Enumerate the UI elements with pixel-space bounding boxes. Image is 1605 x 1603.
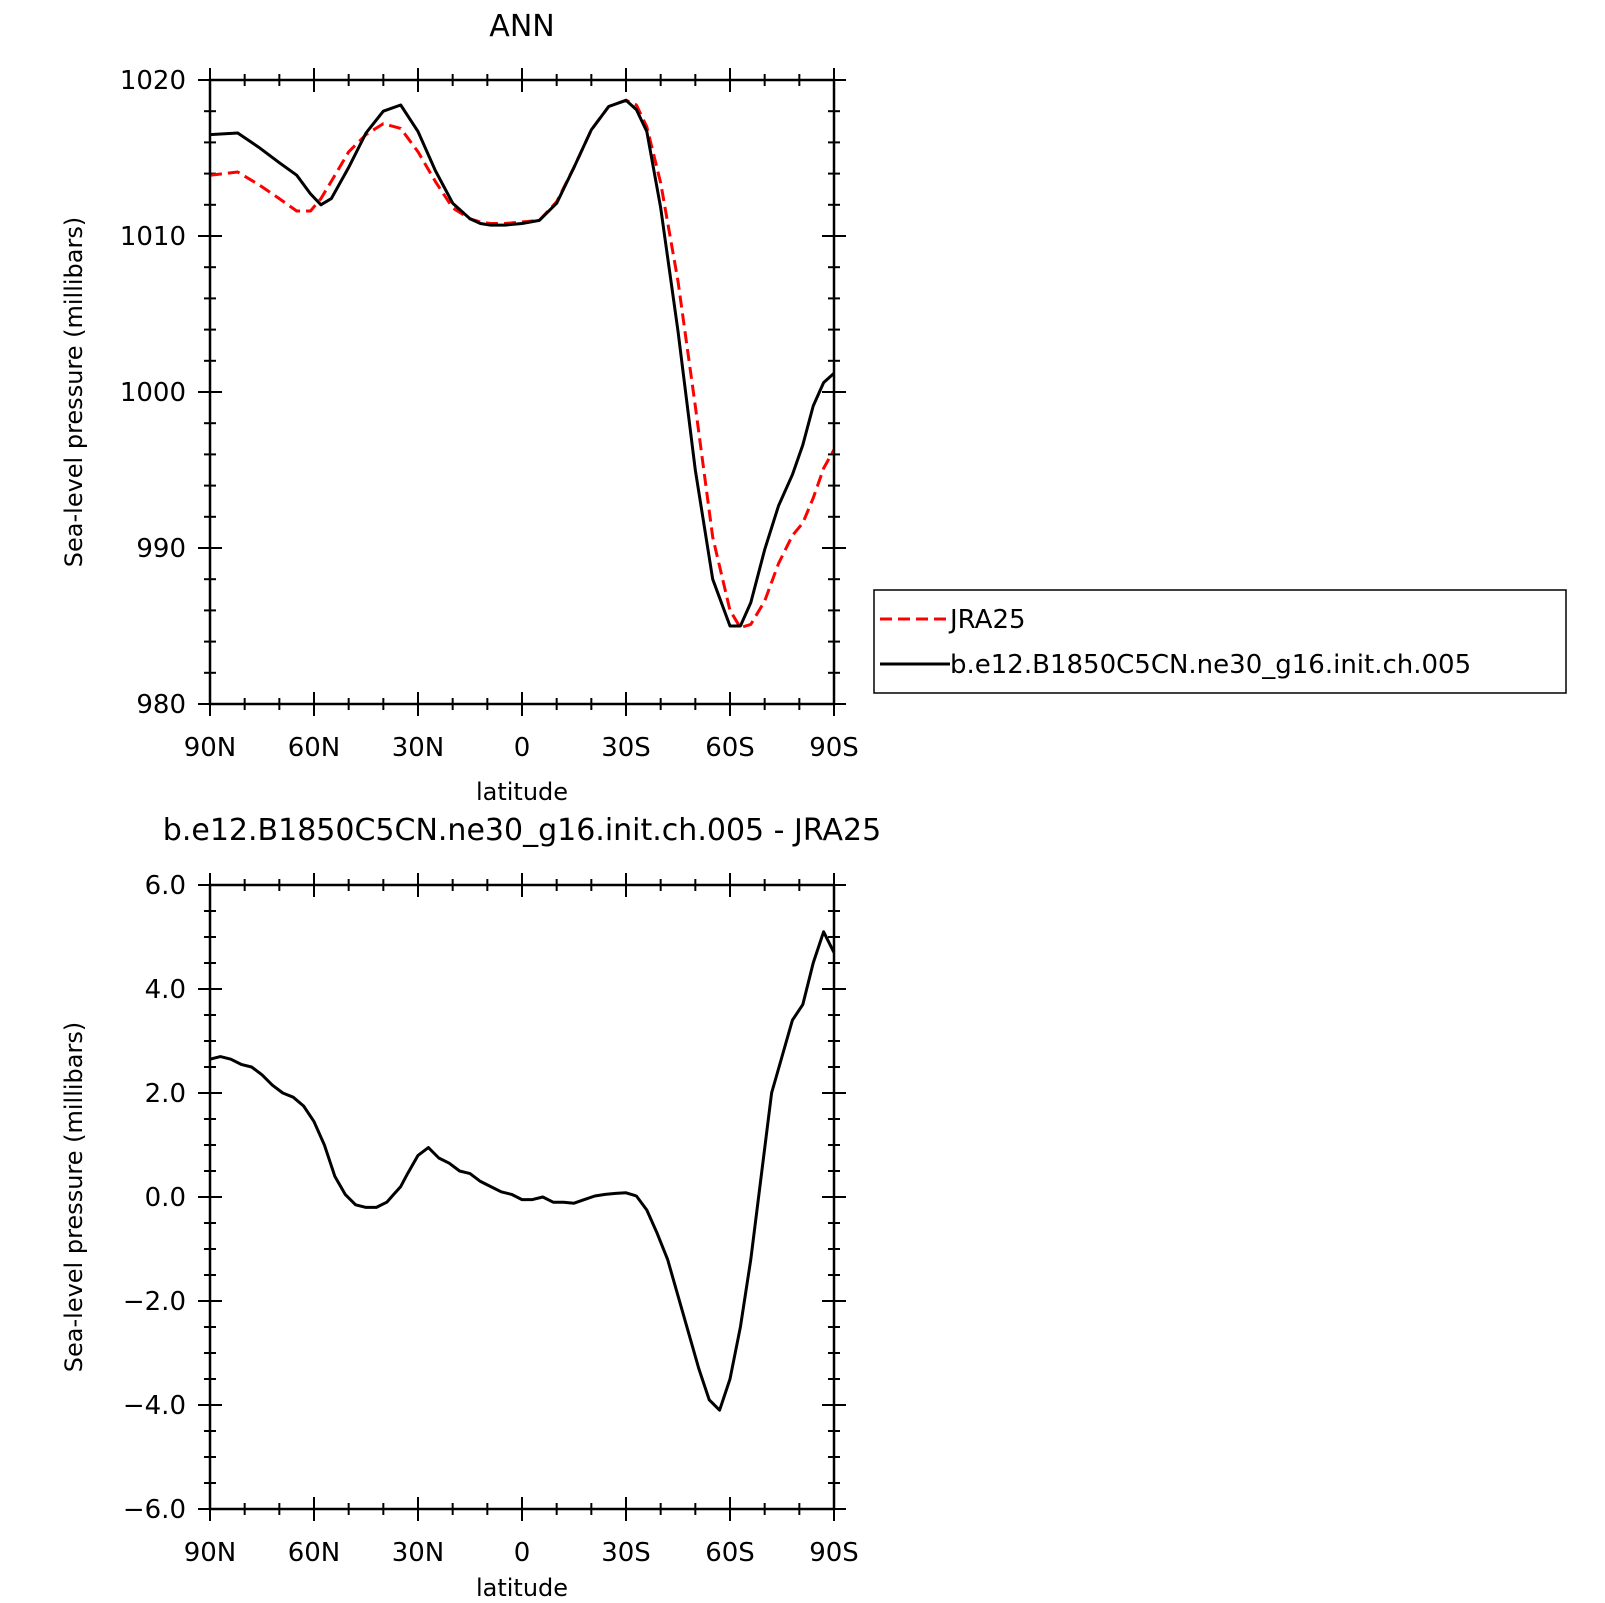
x-tick-label: 90S	[809, 733, 859, 763]
bottom-series-line-0	[209, 930, 836, 1412]
top-series-line-0	[209, 98, 836, 630]
x-tick-label: 90S	[809, 1538, 859, 1568]
bottom-y-tick-labels: −6.0 −4.0 −2.0 0.0 2.0 4.0 6.0	[123, 871, 186, 1525]
x-tick-label: 60S	[705, 1538, 755, 1568]
top-x-axis-title: latitude	[476, 778, 568, 806]
x-tick-label: 30N	[392, 733, 445, 763]
top-y-tick-labels: 980 990 1000 1010 1020	[120, 66, 186, 720]
y-tick-label: −4.0	[123, 1391, 186, 1421]
y-tick-label: −6.0	[123, 1495, 186, 1525]
y-tick-label: 1000	[120, 378, 186, 408]
top-chart-title: ANN	[489, 9, 554, 44]
x-tick-label: 30S	[601, 733, 651, 763]
x-tick-label: 90N	[184, 733, 237, 763]
bottom-y-axis-title: Sea-level pressure (millibars)	[60, 1022, 88, 1372]
bottom-x-axis-title: latitude	[476, 1574, 568, 1602]
y-tick-label: 0.0	[145, 1183, 186, 1213]
x-tick-label: 60S	[705, 733, 755, 763]
bottom-plot-frame	[208, 883, 836, 1511]
x-tick-label: 30N	[392, 1538, 445, 1568]
x-tick-label: 60N	[288, 733, 341, 763]
bottom-x-tick-labels: 90N 60N 30N 0 30S 60S 90S	[184, 1538, 859, 1568]
y-tick-label: 980	[136, 690, 186, 720]
x-tick-label: 0	[514, 1538, 531, 1568]
x-tick-label: 60N	[288, 1538, 341, 1568]
top-axis-ticks	[198, 68, 846, 716]
bottom-axis-ticks	[198, 873, 846, 1521]
top-series-group	[209, 98, 836, 630]
top-x-tick-labels: 90N 60N 30N 0 30S 60S 90S	[184, 733, 859, 763]
y-tick-label: 6.0	[145, 871, 186, 901]
y-tick-label: 990	[136, 534, 186, 564]
x-tick-label: 30S	[601, 1538, 651, 1568]
x-tick-label: 90N	[184, 1538, 237, 1568]
legend-label-jra25: JRA25	[948, 605, 1026, 635]
bottom-chart-title: b.e12.B1850C5CN.ne30_g16.init.ch.005 - J…	[163, 813, 881, 848]
legend-label-model: b.e12.B1850C5CN.ne30_g16.init.ch.005	[950, 650, 1471, 680]
y-tick-label: 1020	[120, 66, 186, 96]
y-tick-label: −2.0	[123, 1287, 186, 1317]
legend-box	[873, 589, 1567, 694]
bottom-panel: b.e12.B1850C5CN.ne30_g16.init.ch.005 - J…	[60, 813, 881, 1602]
y-tick-label: 4.0	[145, 975, 186, 1005]
top-plot-frame	[208, 78, 836, 706]
top-series-line-1	[209, 98, 835, 628]
y-tick-label: 2.0	[145, 1079, 186, 1109]
legend: JRA25 b.e12.B1850C5CN.ne30_g16.init.ch.0…	[873, 589, 1567, 694]
y-tick-label: 1010	[120, 222, 186, 252]
x-tick-label: 0	[514, 733, 531, 763]
top-y-axis-title: Sea-level pressure (millibars)	[60, 217, 88, 567]
bottom-series-group	[209, 930, 836, 1412]
